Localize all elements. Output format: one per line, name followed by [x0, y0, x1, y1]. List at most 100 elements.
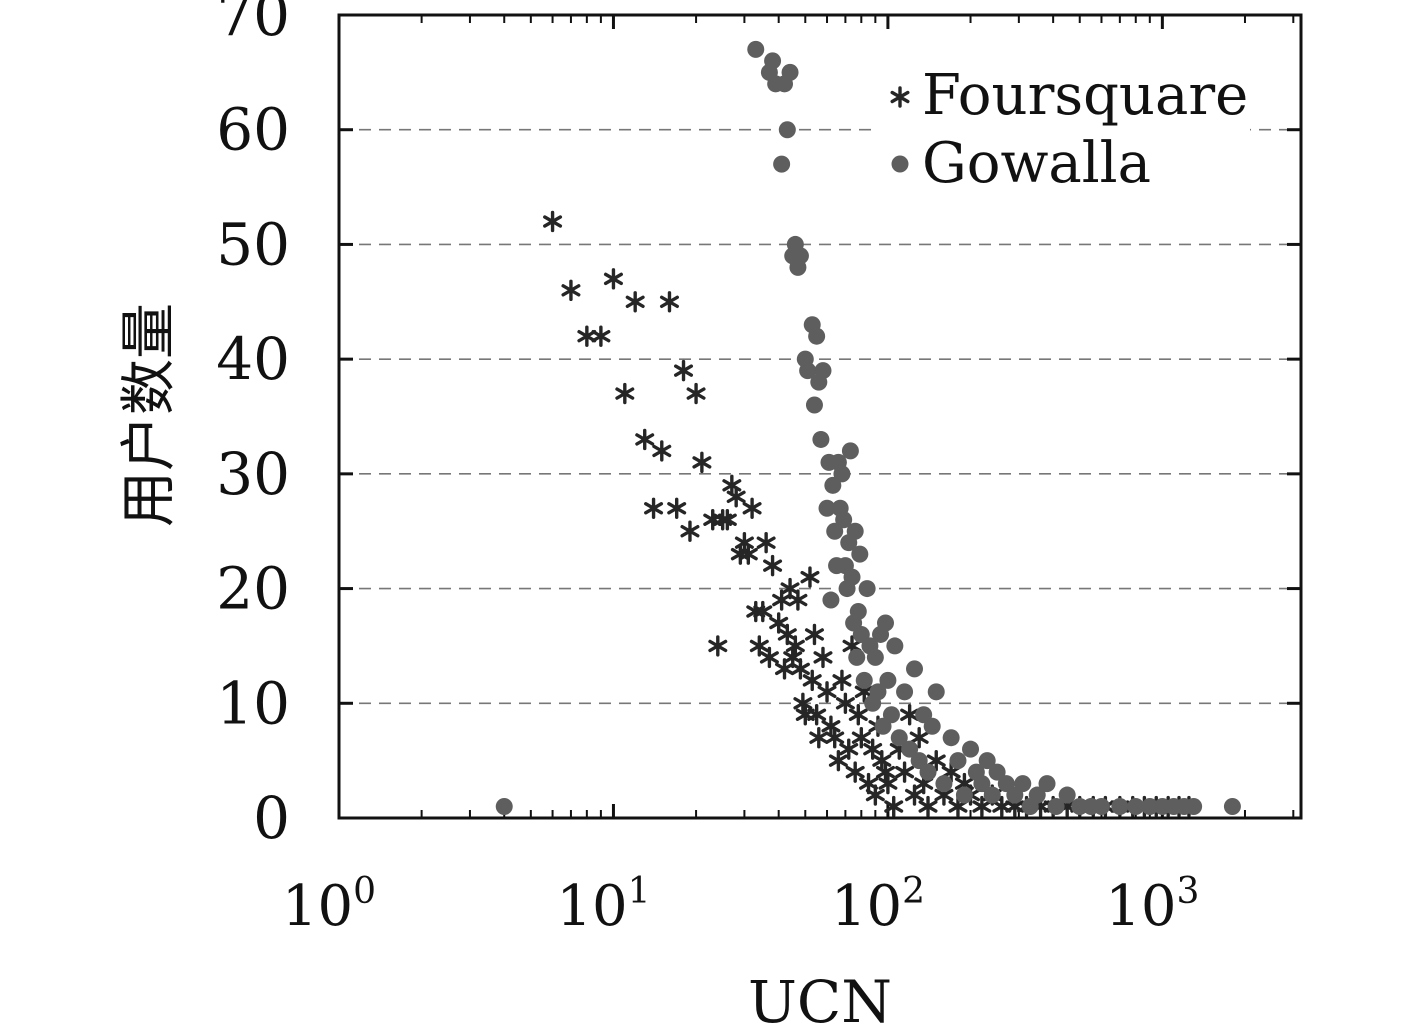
point-foursquare-68	[884, 795, 904, 818]
point-gowalla-46	[866, 648, 884, 666]
point-gowalla-51	[879, 671, 897, 689]
point-foursquare-12	[674, 359, 694, 382]
point-foursquare-6	[625, 291, 645, 313]
point-gowalla-14	[799, 362, 817, 380]
point-foursquare-45	[804, 623, 824, 646]
point-gowalla-56	[901, 740, 919, 758]
y-tick-labels: 0 10 20 30 40 50 60 70	[216, 0, 290, 852]
x-tick-label-1000: 103	[1105, 871, 1199, 939]
point-gowalla-78	[1038, 775, 1056, 793]
point-foursquare-21	[726, 486, 746, 508]
point-gowalla-53	[886, 637, 904, 655]
point-gowalla-62	[927, 683, 945, 701]
point-gowalla-35	[843, 568, 861, 586]
point-gowalla-80	[1058, 786, 1076, 804]
point-foursquare-49	[817, 681, 837, 703]
point-foursquare-67	[878, 772, 898, 795]
point-foursquare-63	[865, 784, 885, 806]
point-foursquare-4	[603, 268, 623, 290]
point-gowalla-43	[858, 580, 876, 598]
point-foursquare-59	[851, 727, 871, 749]
point-foursquare-5	[615, 382, 635, 405]
point-gowalla-1	[747, 40, 765, 58]
point-foursquare-14	[686, 382, 706, 405]
point-foursquare-38	[785, 635, 805, 657]
x-tick-label-10: 101	[556, 871, 650, 939]
point-foursquare-10	[659, 291, 679, 313]
point-foursquare-71	[900, 704, 920, 726]
point-gowalla-85	[1127, 798, 1145, 816]
point-gowalla-21	[818, 499, 836, 517]
y-tick-label-40: 40	[216, 325, 290, 393]
y-tick-label-70: 70	[216, 0, 290, 49]
point-gowalla-30	[835, 511, 853, 529]
data-points	[495, 40, 1241, 818]
point-gowalla-29	[833, 465, 851, 483]
point-gowalla-19	[812, 430, 830, 448]
point-gowalla-64	[942, 729, 960, 747]
y-tick-label-10: 10	[216, 669, 290, 737]
y-tick-label-20: 20	[216, 555, 290, 623]
point-foursquare-30	[759, 646, 779, 669]
plot-frame	[337, 13, 1303, 820]
point-foursquare-19	[717, 509, 737, 531]
point-foursquare-52	[828, 749, 848, 772]
point-foursquare-46	[807, 704, 827, 726]
point-gowalla-75	[1014, 775, 1032, 793]
point-foursquare-43	[800, 566, 820, 588]
point-gowalla-69	[973, 775, 991, 793]
point-foursquare-17	[708, 635, 728, 657]
point-gowalla-60	[919, 763, 937, 781]
point-gowalla-47	[869, 683, 887, 701]
point-gowalla-61	[923, 717, 941, 735]
point-gowalla-40	[851, 545, 869, 563]
point-gowalla-86	[1141, 798, 1159, 816]
point-gowalla-42	[855, 671, 873, 689]
x-tick-label-1: 100	[282, 871, 376, 939]
point-gowalla-12	[791, 247, 809, 265]
point-gowalla-50	[876, 614, 894, 632]
legend: Foursquare Gowalla	[872, 58, 1250, 196]
y-axis-label: 用户数量	[117, 303, 182, 527]
point-foursquare-9	[652, 440, 672, 462]
legend-marker-gowalla	[891, 155, 909, 173]
point-foursquare-2	[577, 325, 597, 347]
point-foursquare-31	[763, 554, 783, 577]
point-foursquare-57	[845, 761, 865, 783]
series-gowalla	[495, 40, 1241, 816]
point-gowalla-55	[896, 683, 914, 701]
point-foursquare-78	[941, 761, 961, 783]
point-gowalla-91	[1223, 798, 1241, 816]
point-foursquare-29	[756, 531, 776, 554]
point-foursquare-70	[895, 761, 915, 783]
point-gowalla-7	[778, 121, 796, 139]
y-tick-label-50: 50	[216, 210, 290, 278]
point-gowalla-79	[1047, 798, 1065, 816]
point-gowalla-83	[1092, 798, 1110, 816]
point-foursquare-27	[749, 635, 769, 657]
legend-circle-icon	[891, 155, 909, 173]
legend-label-foursquare: Foursquare	[922, 63, 1248, 128]
point-gowalla-38	[848, 648, 866, 666]
point-foursquare-58	[848, 704, 868, 726]
point-gowalla-63	[935, 775, 953, 793]
point-gowalla-57	[906, 660, 924, 678]
legend-asterisk-icon	[890, 86, 910, 108]
point-foursquare-55	[839, 738, 859, 760]
point-foursquare-3	[591, 325, 611, 347]
point-gowalla-17	[808, 327, 826, 345]
point-gowalla-71	[983, 786, 1001, 804]
point-foursquare-47	[809, 727, 829, 749]
point-foursquare-13	[680, 520, 700, 542]
x-axis-label: UCN	[748, 968, 892, 1030]
point-foursquare-73	[909, 727, 929, 749]
point-gowalla-23	[822, 591, 840, 609]
point-foursquare-39	[788, 589, 808, 611]
point-gowalla-70	[978, 752, 996, 770]
legend-label-gowalla: Gowalla	[922, 131, 1151, 196]
point-gowalla-34	[841, 442, 859, 460]
point-gowalla-58	[910, 752, 928, 770]
legend-marker-foursquare	[890, 86, 910, 108]
point-gowalla-90	[1185, 798, 1203, 816]
point-gowalla-16	[805, 396, 823, 414]
